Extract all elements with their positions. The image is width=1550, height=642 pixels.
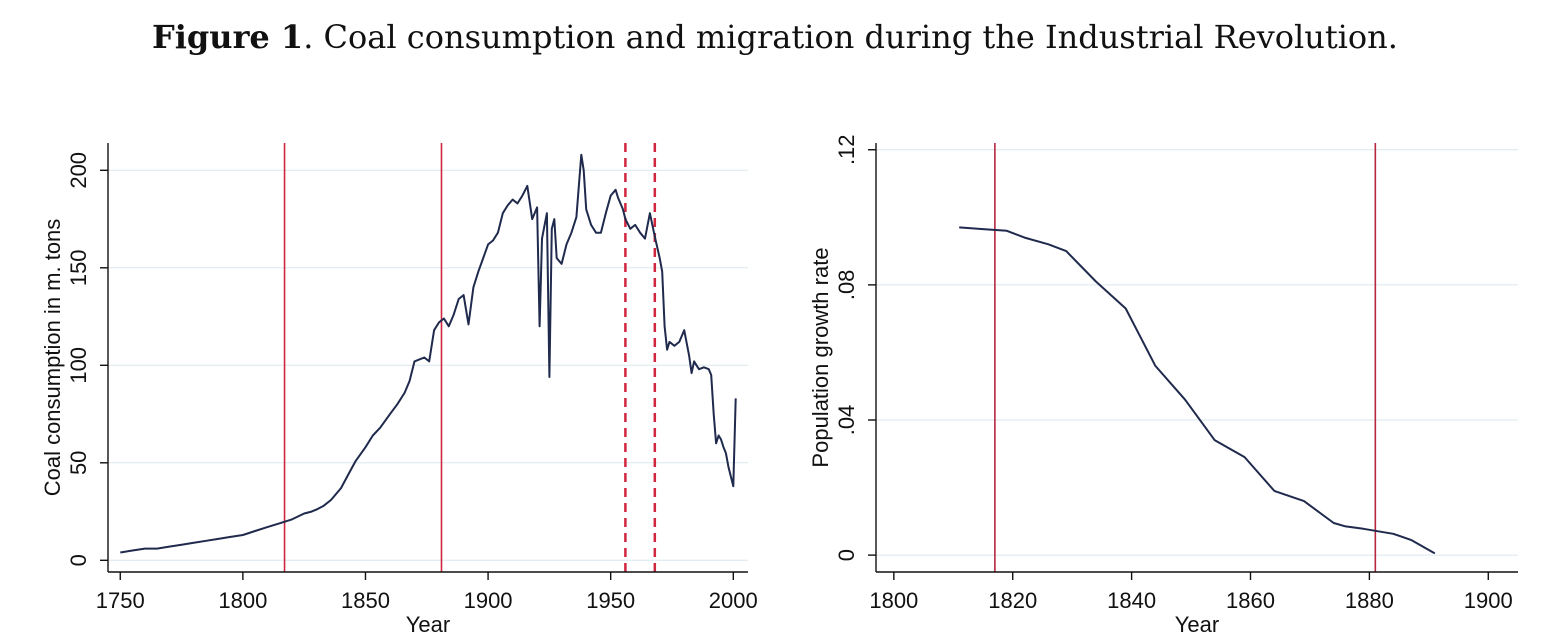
x-tick-label-5: 2000 <box>709 588 758 613</box>
y-tick-label-1: 50 <box>66 451 91 475</box>
y-axis-title: Coal consumption in m. tons <box>40 219 65 497</box>
x-axis-title: Year <box>1175 612 1219 637</box>
y-tick-label-1: .04 <box>834 405 859 436</box>
y-tick-label-0: 0 <box>66 554 91 566</box>
chart-coal: 1750 1800 1850 1900 1950 2000 0 50 100 150 200 Year… <box>40 143 758 637</box>
x-tick-label-1: 1800 <box>218 588 267 613</box>
y-tick-label-2: .08 <box>834 270 859 301</box>
x-tick-label-0: 1750 <box>96 588 145 613</box>
x-axis-title: Year <box>406 612 450 637</box>
x-tick-label-4: 1880 <box>1345 588 1394 613</box>
x-tick-label-4: 1950 <box>586 588 635 613</box>
figure-caption: . Coal consumption and migration during … <box>303 18 1398 56</box>
chart-pop: 1800 1820 1840 1860 1880 1900 0 .04 .08 .12 Year Po… <box>808 134 1518 637</box>
y-tick-label-2: 100 <box>66 347 91 384</box>
y-tick-label-3: 150 <box>66 249 91 286</box>
series-line-0 <box>959 226 1436 555</box>
figure-title: Figure 1. Coal consumption and migration… <box>0 18 1550 56</box>
y-tick-label-3: .12 <box>834 134 859 165</box>
x-tick-label-3: 1860 <box>1226 588 1275 613</box>
x-tick-label-1: 1820 <box>988 588 1037 613</box>
x-tick-label-2: 1840 <box>1107 588 1156 613</box>
x-tick-label-2: 1850 <box>341 588 390 613</box>
series-line-0 <box>120 153 737 554</box>
y-axis-title: Population growth rate <box>808 247 833 467</box>
figure-label: Figure 1 <box>152 18 304 56</box>
x-tick-label-0: 1800 <box>869 588 918 613</box>
x-tick-label-3: 1900 <box>464 588 513 613</box>
y-tick-label-0: 0 <box>834 549 859 561</box>
y-tick-label-4: 200 <box>66 152 91 189</box>
x-tick-label-5: 1900 <box>1464 588 1513 613</box>
